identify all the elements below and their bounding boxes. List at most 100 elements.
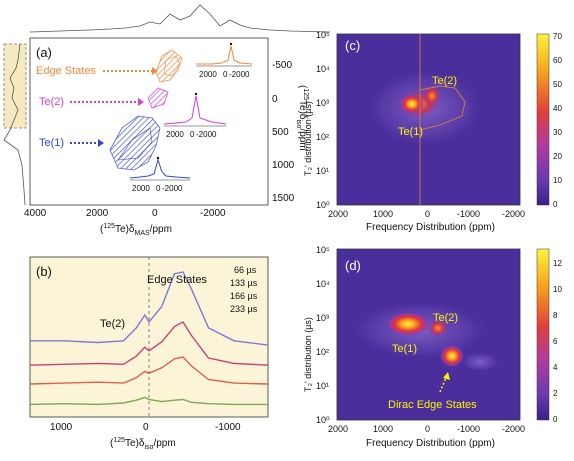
tick-label: 60	[553, 56, 562, 65]
legend-time: 133 µs	[230, 278, 258, 288]
tick-label: 40	[553, 104, 562, 113]
svg-text:2000: 2000	[166, 130, 184, 139]
series-line-3	[29, 356, 269, 385]
tick-label: 10⁴	[316, 279, 330, 289]
tick-label: 50	[553, 80, 562, 89]
tick-label: 10⁰	[316, 200, 330, 210]
tick-label: 2000	[328, 209, 348, 219]
tick-label: -2000	[200, 208, 226, 219]
panel-d: (d) Te(2) Te(1) Dirac Edge States 2000 1…	[303, 245, 562, 449]
panel-a: (a) Edge States Te(2) Te(1) 200	[3, 4, 331, 237]
svg-text:0: 0	[223, 70, 228, 79]
panel-c-hotspot-te1	[400, 94, 424, 114]
inset-te2-spectrum: 2000 0 -2000	[163, 92, 227, 139]
panel-b-label: (b)	[36, 264, 52, 279]
tick-label: 8	[553, 311, 558, 320]
inset-te1-spectrum: 2000 0 -2000	[129, 156, 191, 193]
tick-label: 20	[553, 152, 562, 161]
panel-a-y-axis-title: (125Te)δiso/ppm	[295, 85, 309, 151]
svg-text:0: 0	[190, 130, 195, 139]
panel-d-label: (d)	[345, 258, 361, 273]
panel-c: (c) Te(2) Te(1) 2000 1000 0 -1000 -2000 …	[303, 30, 562, 233]
panel-c-colorbar-ticks: 0 10 20 30 40 50 60 70	[553, 32, 562, 209]
panel-d-x-axis-title: Frequency Distribution (ppm)	[366, 438, 495, 449]
tick-label: -2000	[502, 209, 525, 219]
panel-d-dirac-label: Dirac Edge States	[388, 399, 477, 411]
panel-b-series-group	[29, 257, 269, 417]
panel-d-dirac-arrow	[439, 377, 447, 393]
svg-text:-2000: -2000	[196, 130, 217, 139]
tick-label: 0	[553, 200, 558, 209]
tick-label: 0	[553, 415, 558, 424]
tick-label: -500	[272, 60, 292, 71]
panel-d-y-axis: 10⁰ 10¹ 10² 10³ 10⁴ 10⁵	[316, 245, 330, 425]
panel-b-peak-label-te2: Te(2)	[100, 318, 125, 330]
panel-a-x-axis-title: (125Te)δMAS/ppm	[100, 223, 172, 237]
te2-cluster	[147, 87, 169, 109]
panel-c-te2-label: Te(2)	[432, 75, 457, 87]
tick-label: 10¹	[316, 381, 329, 391]
tick-label: 1000	[373, 209, 393, 219]
tick-label: 12	[553, 259, 562, 268]
tick-label: 10⁴	[316, 64, 330, 74]
te1-arrowhead	[98, 139, 104, 147]
svg-text:2000: 2000	[132, 184, 150, 193]
tick-label: 1000	[272, 160, 295, 171]
tick-label: 0	[425, 209, 430, 219]
panel-b-legend: 66 µs 133 µs 166 µs 233 µs	[230, 265, 258, 314]
panel-a-x-axis: 4000 2000 0 -2000	[24, 208, 226, 219]
panel-a-label: (a)	[36, 45, 52, 60]
tick-label: -1000	[457, 424, 480, 434]
panel-b: (b) Edge States Te(2) 66 µs 133 µs 166 µ…	[29, 256, 269, 451]
tick-label: 0	[152, 208, 158, 219]
tick-label: 0	[143, 422, 149, 433]
tick-label: 10⁵	[316, 245, 330, 255]
tick-label: -1000	[215, 422, 241, 433]
legend-time: 233 µs	[230, 304, 258, 314]
series-line-2	[29, 321, 269, 366]
panel-a-y-axis: -500 0 500 1000 1500	[272, 60, 295, 204]
panel-d-dirac-tail	[460, 352, 500, 372]
panel-d-hotspot-te2	[428, 319, 448, 337]
panel-c-hotspot-te2	[423, 85, 441, 107]
tick-label: 0	[272, 94, 278, 105]
tick-label: 10	[553, 176, 562, 185]
panel-d-hotspot-dirac	[440, 345, 464, 367]
panel-c-overlay-curve	[419, 34, 466, 205]
tick-label: 1500	[272, 193, 295, 204]
panel-a-top-projection	[29, 4, 331, 33]
inset-edge-spectrum: 2000 0 -2000	[196, 42, 253, 79]
edge-states-arrowhead	[152, 67, 158, 75]
svg-text:2000: 2000	[199, 70, 217, 79]
te1-label: Te(1)	[39, 137, 64, 149]
panel-a-left-projection-box	[3, 43, 27, 129]
tick-label: 2000	[86, 208, 109, 219]
tick-label: 10	[553, 285, 562, 294]
tick-label: -2000	[502, 424, 525, 434]
panel-c-x-axis-title: Frequency Distribution (ppm)	[366, 222, 495, 233]
edge-states-cluster	[155, 49, 183, 83]
svg-text:-2000: -2000	[229, 70, 250, 79]
tick-label: 70	[553, 32, 562, 41]
legend-time: 66 µs	[234, 265, 257, 275]
tick-label: 30	[553, 128, 562, 137]
edge-states-label: Edge States	[36, 65, 96, 77]
tick-label: 0	[425, 424, 430, 434]
tick-label: 4	[553, 363, 558, 372]
te2-label: Te(2)	[39, 96, 64, 108]
panel-b-peak-label-main: Edge States	[147, 274, 207, 286]
svg-text:0: 0	[156, 184, 161, 193]
tick-label: 10⁰	[316, 415, 330, 425]
tick-label: 10³	[316, 98, 329, 108]
panel-d-colorbar	[536, 248, 550, 421]
panel-d-y-axis-title: T₂' distribution (µs)	[303, 317, 313, 392]
panel-d-te2-label: Te(2)	[433, 312, 458, 324]
panel-c-y-axis-title: T₂' distribution (µs)	[303, 101, 313, 176]
panel-c-y-axis: 10⁰ 10¹ 10² 10³ 10⁴ 10⁵	[316, 30, 330, 210]
panel-d-colorbar-ticks: 0 2 4 6 8 10 12	[553, 259, 562, 424]
tick-label: 10¹	[316, 166, 329, 176]
tick-label: 4000	[24, 208, 47, 219]
panel-d-x-axis: 2000 1000 0 -1000 -2000	[328, 424, 525, 434]
tick-label: 10²	[316, 132, 329, 142]
